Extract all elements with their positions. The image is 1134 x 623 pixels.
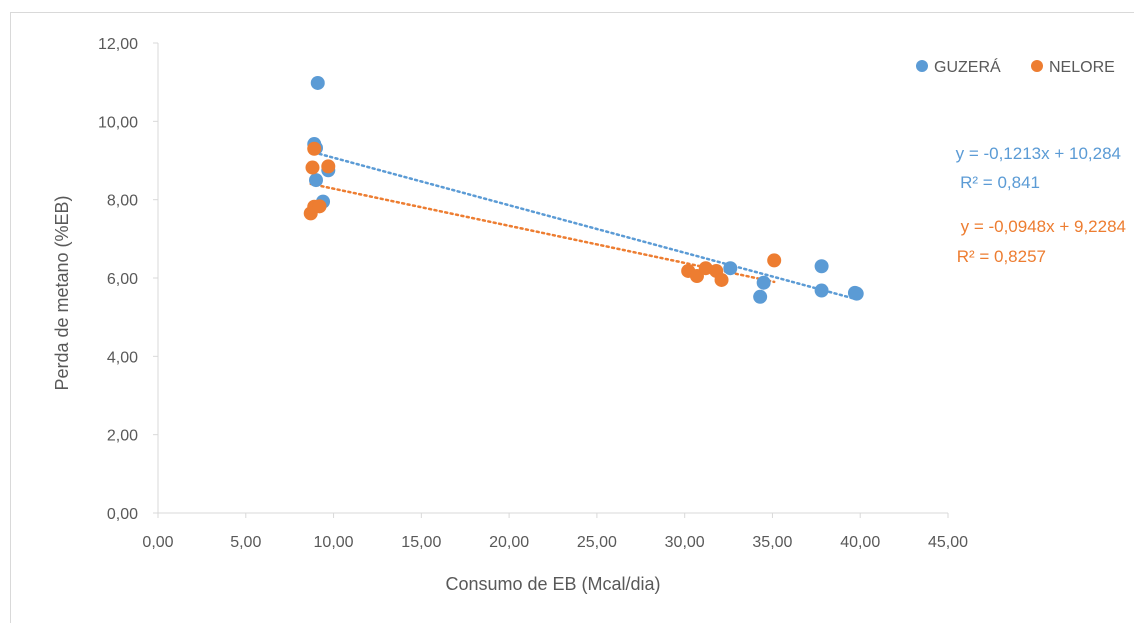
data-point-nelore — [312, 199, 327, 214]
y-axis-ticks: 0,00 2,00 4,00 6,00 8,00 10,00 12,00 — [98, 36, 158, 523]
x-axis-title: Consumo de EB (Mcal/dia) — [445, 574, 660, 594]
data-points — [303, 75, 864, 304]
chart-frame-top — [10, 12, 1134, 13]
x-tick-label: 25,00 — [577, 534, 617, 551]
trendline-nelore — [309, 182, 776, 284]
legend-label-guzera: GUZERÁ — [934, 57, 1001, 76]
nelore-r2-label: R² = 0,8257 — [957, 247, 1046, 266]
x-tick-label: 5,00 — [230, 534, 261, 551]
data-point-guzera — [756, 275, 771, 290]
data-point-nelore — [321, 159, 336, 174]
data-point-guzera — [753, 289, 768, 304]
guzera-equation-label: y = -0,1213x + 10,284 — [956, 144, 1121, 163]
x-tick-label: 20,00 — [489, 534, 529, 551]
data-point-guzera — [310, 75, 325, 90]
x-tick-label: 30,00 — [665, 534, 705, 551]
data-point-guzera — [849, 286, 864, 301]
x-tick-label: 40,00 — [840, 534, 880, 551]
legend: GUZERÁ NELORE — [916, 57, 1115, 76]
data-point-guzera — [814, 283, 829, 298]
y-tick-label: 4,00 — [107, 349, 138, 366]
data-point-nelore — [305, 160, 320, 175]
legend-label-nelore: NELORE — [1049, 59, 1115, 76]
data-point-guzera — [309, 173, 323, 188]
axes — [157, 43, 948, 514]
x-tick-label: 35,00 — [752, 534, 792, 551]
trendline-guzera — [312, 151, 858, 301]
x-axis-ticks: 0,00 5,00 10,00 15,00 20,00 25,00 30,00 35,00 40… — [142, 513, 968, 551]
nelore-equation-label: y = -0,0948x + 9,2284 — [961, 217, 1126, 236]
x-tick-label: 0,00 — [142, 534, 173, 551]
y-tick-label: 8,00 — [107, 193, 138, 210]
y-tick-label: 12,00 — [98, 36, 138, 53]
legend-marker-guzera — [916, 60, 928, 72]
y-tick-label: 0,00 — [107, 506, 138, 523]
y-tick-label: 10,00 — [98, 114, 138, 131]
data-point-guzera — [814, 259, 829, 274]
x-tick-label: 15,00 — [401, 534, 441, 551]
x-tick-label: 10,00 — [314, 534, 354, 551]
y-tick-label: 2,00 — [107, 428, 138, 445]
data-point-nelore — [698, 261, 713, 276]
trendlines — [309, 151, 858, 301]
trendline-annotations: y = -0,1213x + 10,284 R² = 0,841 y = -0,… — [956, 144, 1126, 266]
y-tick-label: 6,00 — [107, 271, 138, 288]
legend-marker-nelore — [1031, 60, 1043, 72]
data-point-nelore — [714, 272, 729, 287]
x-tick-label: 45,00 — [928, 534, 968, 551]
y-axis-title: Perda de metano (%EB) — [52, 195, 72, 390]
chart-frame-left — [10, 12, 11, 623]
data-point-nelore — [767, 253, 782, 268]
data-point-guzera — [723, 261, 738, 276]
data-point-nelore — [307, 141, 322, 156]
guzera-r2-label: R² = 0,841 — [960, 173, 1040, 192]
